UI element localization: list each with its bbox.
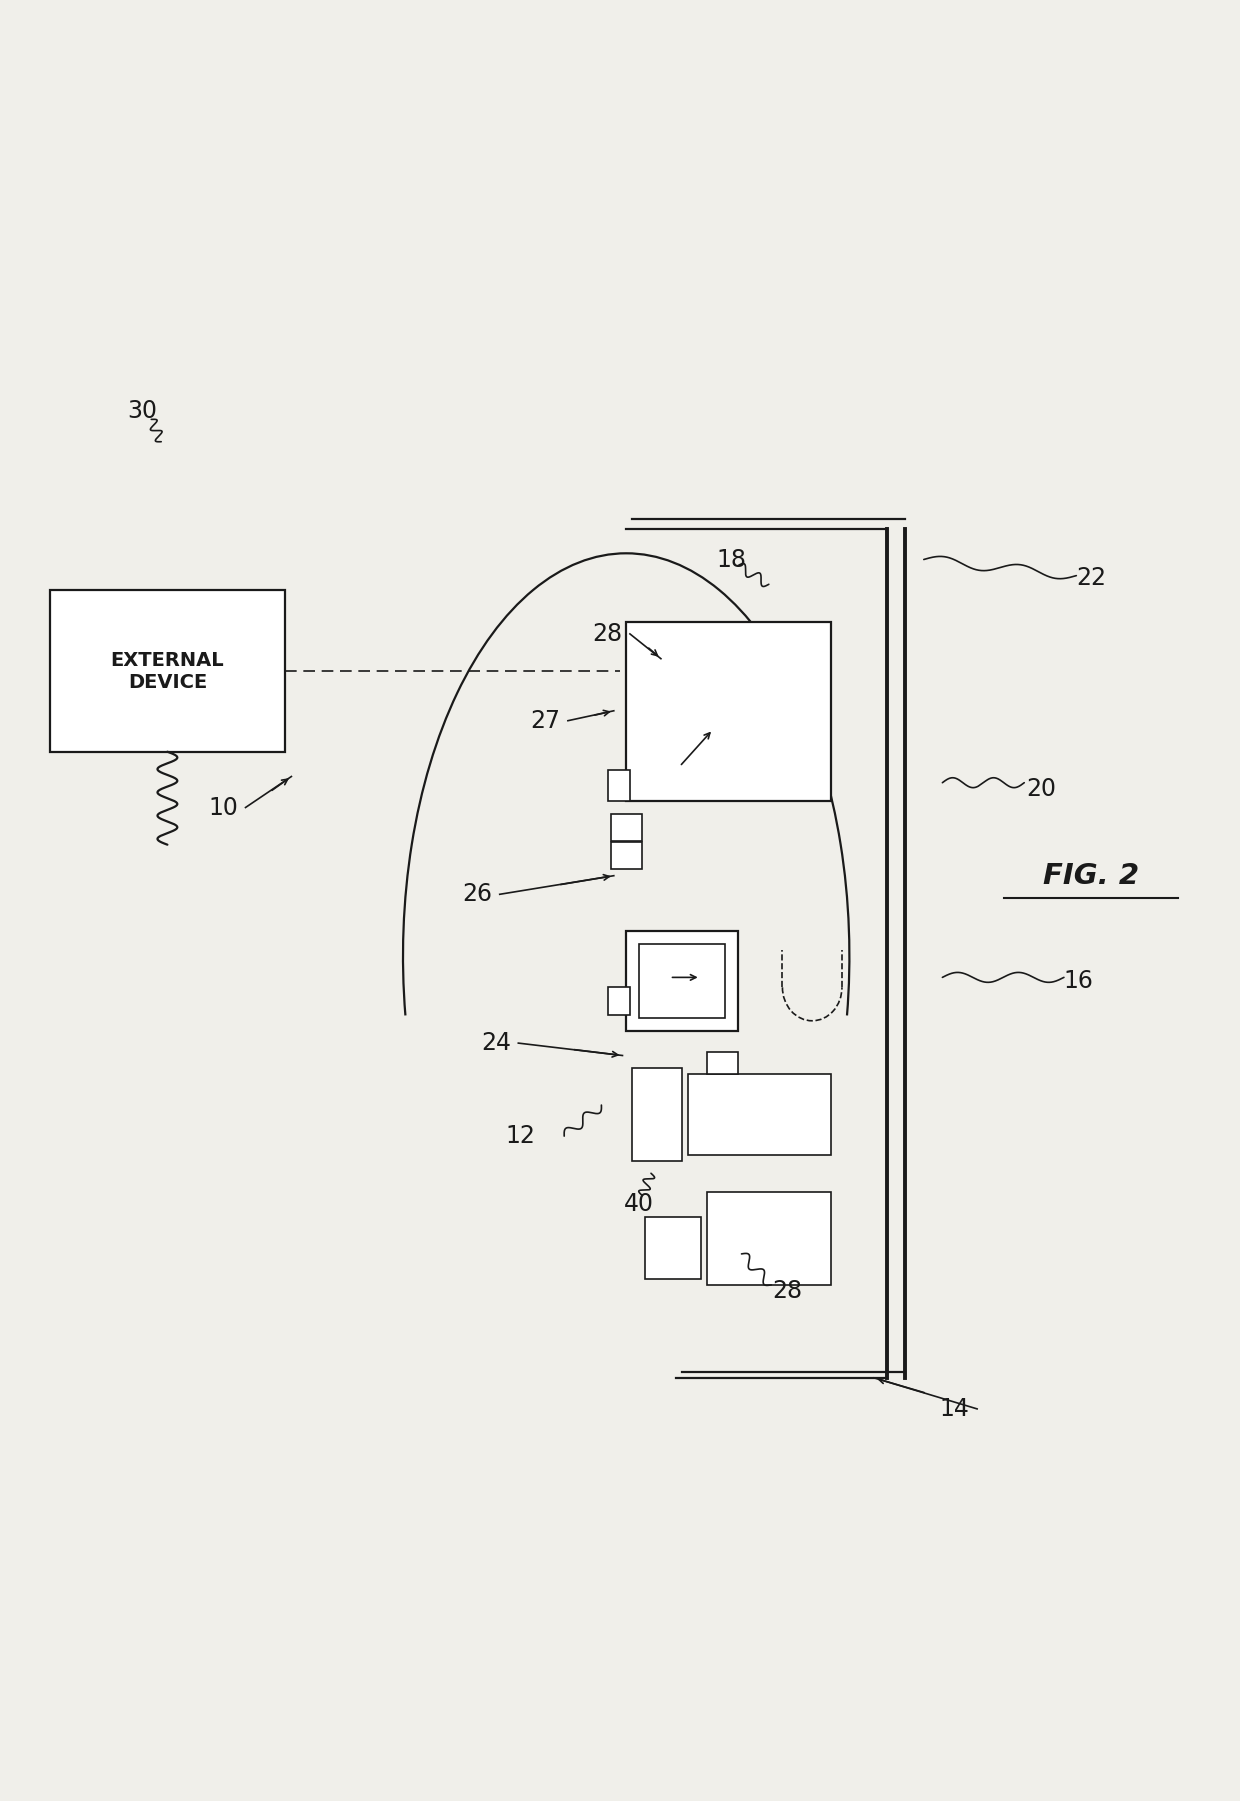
Bar — [645, 1217, 701, 1279]
Text: 10: 10 — [208, 796, 238, 819]
Text: 24: 24 — [481, 1032, 511, 1055]
Text: 40: 40 — [624, 1192, 653, 1216]
Bar — [632, 1068, 682, 1162]
Text: 12: 12 — [506, 1124, 536, 1147]
Text: 22: 22 — [1076, 566, 1106, 591]
Bar — [50, 591, 285, 751]
Text: 18: 18 — [717, 548, 746, 571]
Text: 28: 28 — [773, 1279, 802, 1304]
Bar — [707, 1052, 738, 1073]
Text: 30: 30 — [128, 398, 157, 423]
Text: 28: 28 — [593, 621, 622, 647]
Bar — [707, 1192, 831, 1284]
Bar — [688, 1073, 831, 1154]
Bar — [608, 987, 630, 1014]
Text: 16: 16 — [1064, 969, 1094, 992]
Text: 14: 14 — [940, 1398, 970, 1421]
Text: FIG. 2: FIG. 2 — [1043, 861, 1140, 890]
Bar — [626, 621, 831, 801]
Text: 27: 27 — [531, 710, 560, 733]
Bar — [639, 944, 725, 1018]
Bar — [611, 843, 642, 870]
Bar — [611, 814, 642, 841]
Bar — [626, 931, 738, 1030]
Text: 26: 26 — [463, 882, 492, 906]
Text: EXTERNAL
DEVICE: EXTERNAL DEVICE — [110, 650, 224, 692]
Bar — [608, 771, 630, 801]
Text: 20: 20 — [1027, 776, 1056, 801]
